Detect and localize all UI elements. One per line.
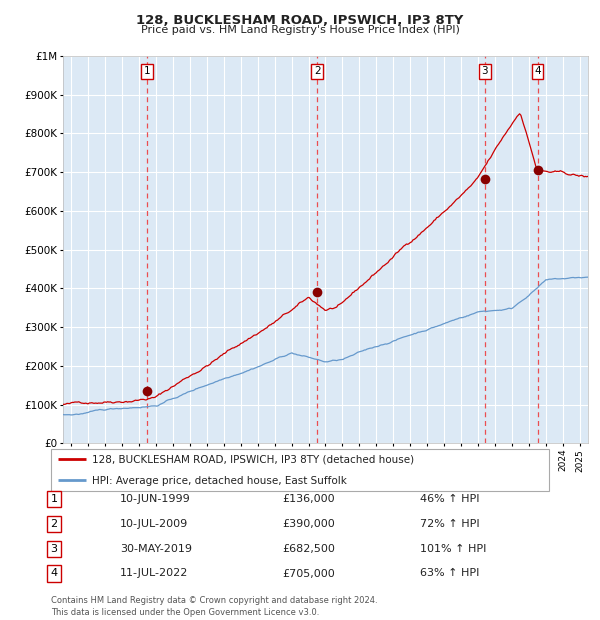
Text: 11-JUL-2022: 11-JUL-2022 — [120, 569, 188, 578]
Text: Contains HM Land Registry data © Crown copyright and database right 2024.
This d: Contains HM Land Registry data © Crown c… — [51, 596, 377, 617]
Text: 3: 3 — [482, 66, 488, 76]
Text: 4: 4 — [534, 66, 541, 76]
Text: £390,000: £390,000 — [282, 519, 335, 529]
Text: 3: 3 — [50, 544, 58, 554]
Text: 2: 2 — [50, 519, 58, 529]
FancyBboxPatch shape — [51, 449, 549, 491]
Text: 30-MAY-2019: 30-MAY-2019 — [120, 544, 192, 554]
Text: £682,500: £682,500 — [282, 544, 335, 554]
Text: 63% ↑ HPI: 63% ↑ HPI — [420, 569, 479, 578]
Text: 101% ↑ HPI: 101% ↑ HPI — [420, 544, 487, 554]
Text: £136,000: £136,000 — [282, 494, 335, 504]
Text: 4: 4 — [50, 569, 58, 578]
Text: 1: 1 — [50, 494, 58, 504]
Text: HPI: Average price, detached house, East Suffolk: HPI: Average price, detached house, East… — [92, 476, 347, 485]
Text: Price paid vs. HM Land Registry's House Price Index (HPI): Price paid vs. HM Land Registry's House … — [140, 25, 460, 35]
Text: 10-JUL-2009: 10-JUL-2009 — [120, 519, 188, 529]
Text: 72% ↑ HPI: 72% ↑ HPI — [420, 519, 479, 529]
Text: 128, BUCKLESHAM ROAD, IPSWICH, IP3 8TY (detached house): 128, BUCKLESHAM ROAD, IPSWICH, IP3 8TY (… — [92, 454, 414, 464]
Text: 128, BUCKLESHAM ROAD, IPSWICH, IP3 8TY: 128, BUCKLESHAM ROAD, IPSWICH, IP3 8TY — [136, 14, 464, 27]
Text: £705,000: £705,000 — [282, 569, 335, 578]
Text: 10-JUN-1999: 10-JUN-1999 — [120, 494, 191, 504]
Text: 2: 2 — [314, 66, 320, 76]
Text: 46% ↑ HPI: 46% ↑ HPI — [420, 494, 479, 504]
Text: 1: 1 — [143, 66, 150, 76]
